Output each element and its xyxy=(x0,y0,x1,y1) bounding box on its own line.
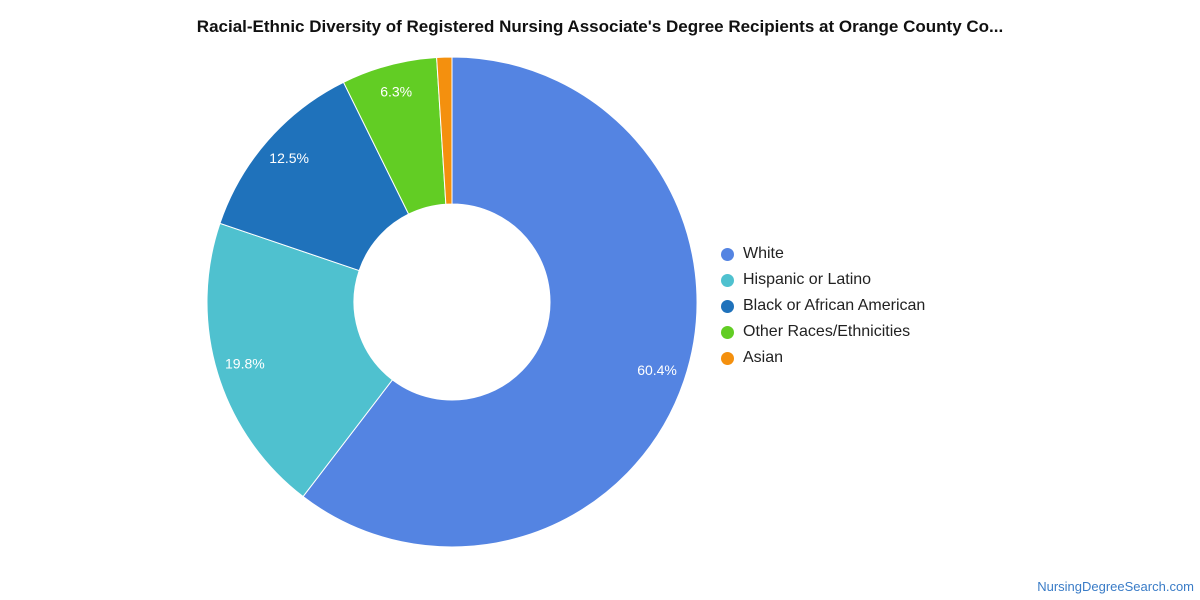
legend-item-black-or-african-american[interactable]: Black or African American xyxy=(721,293,925,319)
legend-swatch-asian xyxy=(721,351,734,365)
legend-item-other-races-ethnicities[interactable]: Other Races/Ethnicities xyxy=(721,319,925,345)
legend-label-hispanic-or-latino: Hispanic or Latino xyxy=(743,271,872,288)
donut-slice-black-or-african-american[interactable] xyxy=(219,81,410,272)
legend-label-black-or-african-american: Black or African American xyxy=(743,297,926,314)
legend-label-other-races-ethnicities: Other Races/Ethnicities xyxy=(743,323,911,340)
donut-slice-hispanic-or-latino[interactable] xyxy=(206,222,394,498)
slice-value-label-white: 60.4% xyxy=(637,362,677,378)
legend-item-hispanic-or-latino[interactable]: Hispanic or Latino xyxy=(721,267,925,293)
chart-title: Racial-Ethnic Diversity of Registered Nu… xyxy=(196,17,1004,36)
legend-item-white[interactable]: White xyxy=(721,241,925,267)
legend: White Hispanic or Latino Black or Africa… xyxy=(721,241,925,371)
legend-item-asian[interactable]: Asian xyxy=(721,345,925,371)
slice-value-label-hispanic-or-latino: 19.8% xyxy=(225,356,265,372)
source-watermark[interactable]: NursingDegreeSearch.com xyxy=(1037,579,1194,594)
legend-swatch-white xyxy=(721,247,734,261)
legend-label-asian: Asian xyxy=(743,349,784,366)
slice-value-label-black-or-african-american: 12.5% xyxy=(269,150,309,166)
legend-swatch-other-races-ethnicities xyxy=(721,325,734,339)
donut-slice-asian[interactable] xyxy=(436,56,453,205)
legend-label-white: White xyxy=(743,245,784,262)
legend-swatch-hispanic-or-latino xyxy=(721,273,734,287)
donut-slice-white[interactable] xyxy=(302,56,698,548)
slice-value-label-other-races-ethnicities: 6.3% xyxy=(380,84,412,100)
legend-swatch-black-or-african-american xyxy=(721,299,734,313)
